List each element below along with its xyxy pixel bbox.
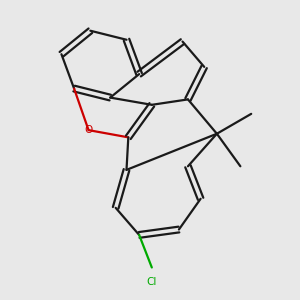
Text: Cl: Cl — [147, 277, 157, 286]
Text: O: O — [84, 125, 93, 135]
